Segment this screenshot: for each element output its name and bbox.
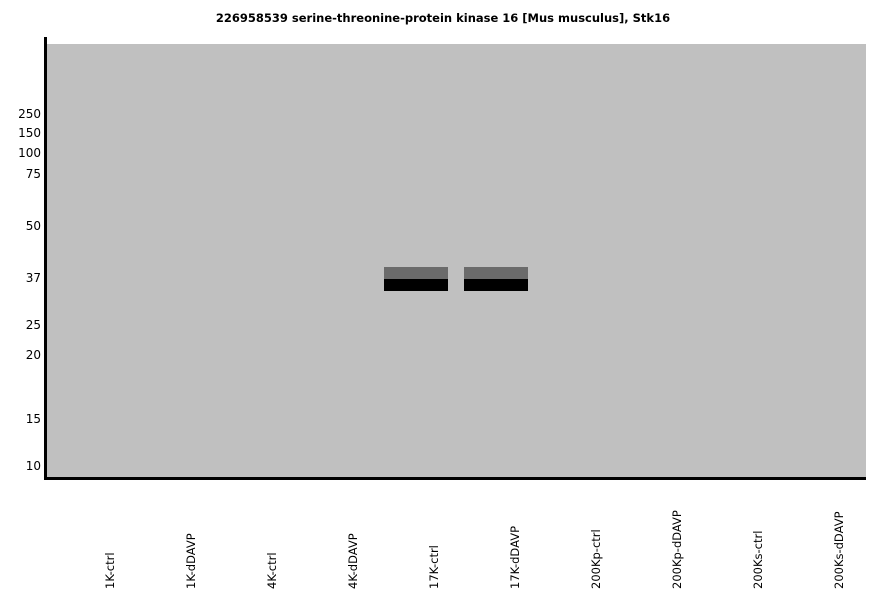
protein-band-upper [464, 267, 528, 279]
x-axis-tick-label: 4K-ctrl [265, 552, 279, 589]
protein-band [384, 267, 448, 291]
x-axis-tick-label: 1K-ctrl [103, 552, 117, 589]
page-title: 226958539 serine-threonine-protein kinas… [215, 11, 671, 25]
x-axis-tick-labels: 1K-ctrl 1K-dDAVP 4K-ctrl 4K-dDAVP 17K-ctrl 17… [0, 481, 886, 595]
y-axis-tick-label: 10 [25, 459, 41, 473]
y-axis-tick-labels: 250 150 100 75 50 37 25 20 15 10 [0, 0, 41, 595]
y-axis-tick-label: 250 [18, 107, 41, 121]
x-axis-line [44, 477, 866, 480]
y-axis-tick-label: 15 [25, 412, 41, 426]
protein-band-lower [384, 279, 448, 291]
y-axis-tick-label: 100 [18, 146, 41, 160]
y-axis-line [44, 37, 47, 480]
y-axis-tick-label: 37 [25, 271, 41, 285]
x-axis-tick-label: 200Ks-dDAVP [832, 511, 846, 589]
x-axis-tick-label: 17K-dDAVP [508, 525, 522, 589]
x-axis-tick-label: 1K-dDAVP [184, 533, 198, 589]
y-axis-tick-label: 50 [25, 219, 41, 233]
y-axis-tick-label: 25 [25, 318, 41, 332]
protein-band [464, 267, 528, 291]
y-axis-tick-label: 150 [18, 126, 41, 140]
protein-band-lower [464, 279, 528, 291]
protein-band-upper [384, 267, 448, 279]
y-axis-tick-label: 20 [25, 348, 41, 362]
x-axis-tick-label: 200Kp-dDAVP [670, 510, 684, 589]
x-axis-tick-label: 200Kp-ctrl [589, 529, 603, 589]
blot-plot-area [47, 44, 866, 477]
y-axis-tick-label: 75 [25, 167, 41, 181]
x-axis-tick-label: 4K-dDAVP [346, 533, 360, 589]
x-axis-tick-label: 200Ks-ctrl [751, 530, 765, 589]
x-axis-tick-label: 17K-ctrl [427, 545, 441, 589]
